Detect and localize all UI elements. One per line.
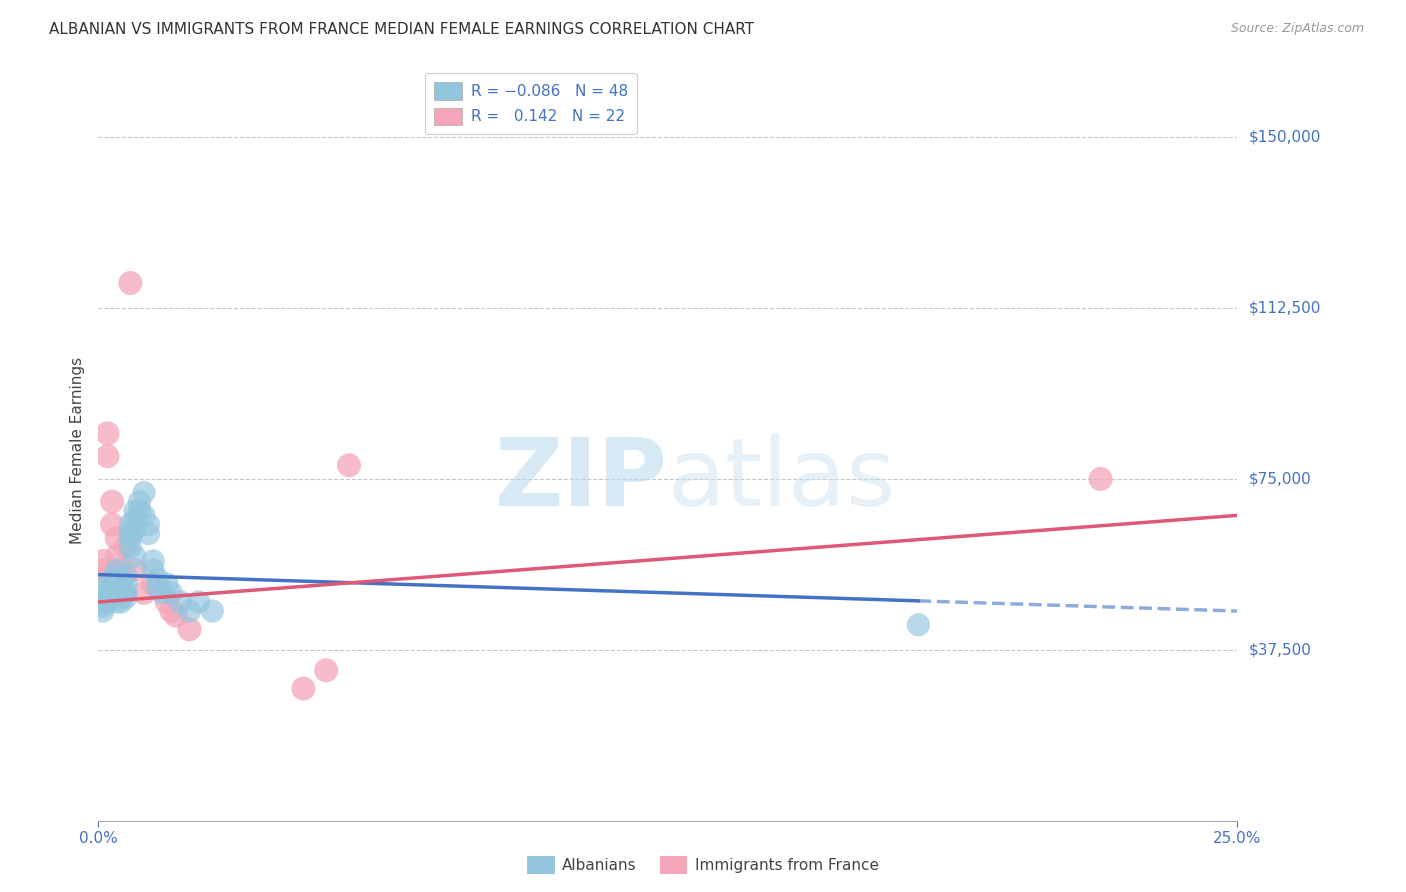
Point (114, 541, 136, 555)
Point (101, 591, 124, 605)
Point (146, 572, 169, 586)
Point (138, 526, 160, 541)
Text: $37,500: $37,500 (1249, 642, 1312, 657)
Point (1090, 472, 1112, 486)
Point (110, 591, 132, 605)
Point (187, 595, 209, 609)
Point (96, 426, 118, 441)
Point (138, 517, 160, 532)
Point (124, 504, 146, 518)
Point (292, 681, 315, 696)
Legend: R = −0.086   N = 48, R =   0.142   N = 22: R = −0.086 N = 48, R = 0.142 N = 22 (425, 73, 637, 135)
Text: $75,000: $75,000 (1249, 472, 1312, 486)
Point (160, 604, 183, 618)
Point (101, 494, 124, 508)
Point (160, 586, 183, 600)
Point (105, 576, 128, 591)
Point (132, 485, 155, 500)
Text: $112,500: $112,500 (1249, 301, 1320, 316)
Point (179, 622, 201, 636)
Point (91, 595, 114, 609)
Point (101, 517, 124, 532)
Point (96, 586, 118, 600)
Text: $150,000: $150,000 (1249, 129, 1320, 145)
Point (120, 531, 142, 545)
Point (114, 591, 136, 605)
Point (315, 663, 337, 677)
Point (96, 449, 118, 463)
Point (96, 591, 118, 605)
Point (96, 576, 118, 591)
Text: ALBANIAN VS IMMIGRANTS FROM FRANCE MEDIAN FEMALE EARNINGS CORRELATION CHART: ALBANIAN VS IMMIGRANTS FROM FRANCE MEDIA… (49, 22, 755, 37)
Text: atlas: atlas (668, 434, 896, 526)
Point (91, 586, 114, 600)
Point (907, 617, 929, 632)
Point (124, 522, 146, 536)
Point (124, 513, 146, 527)
Point (120, 517, 142, 532)
Point (91, 563, 114, 577)
Point (101, 582, 124, 596)
Point (105, 586, 128, 600)
Point (110, 595, 132, 609)
Text: ZIP: ZIP (495, 434, 668, 526)
Point (201, 604, 224, 618)
Point (120, 276, 142, 290)
Point (337, 458, 360, 473)
Point (146, 582, 169, 596)
Point (142, 576, 165, 591)
Point (150, 586, 173, 600)
Point (114, 586, 136, 600)
Point (169, 595, 191, 609)
Point (110, 576, 132, 591)
Point (101, 572, 124, 586)
Point (105, 563, 128, 577)
Text: Source: ZipAtlas.com: Source: ZipAtlas.com (1230, 22, 1364, 36)
Point (156, 576, 179, 591)
Point (105, 572, 128, 586)
Point (101, 586, 124, 600)
Point (120, 526, 142, 541)
Point (142, 554, 165, 568)
Point (96, 595, 118, 609)
Point (132, 508, 155, 523)
Point (114, 567, 136, 582)
Point (114, 576, 136, 591)
Point (114, 586, 136, 600)
Point (142, 563, 165, 577)
Point (105, 549, 128, 564)
Point (110, 563, 132, 577)
Point (105, 595, 128, 609)
Point (110, 586, 132, 600)
Y-axis label: Median Female Earnings: Median Female Earnings (69, 357, 84, 544)
Point (120, 541, 142, 555)
Point (91, 604, 114, 618)
Point (124, 563, 146, 577)
Point (128, 504, 150, 518)
Point (91, 599, 114, 614)
Point (128, 494, 150, 508)
Point (156, 595, 179, 609)
Point (179, 604, 201, 618)
Legend: Albanians, Immigrants from France: Albanians, Immigrants from France (522, 850, 884, 880)
Point (105, 531, 128, 545)
Point (124, 549, 146, 564)
Point (132, 586, 155, 600)
Point (165, 608, 187, 623)
Point (91, 554, 114, 568)
